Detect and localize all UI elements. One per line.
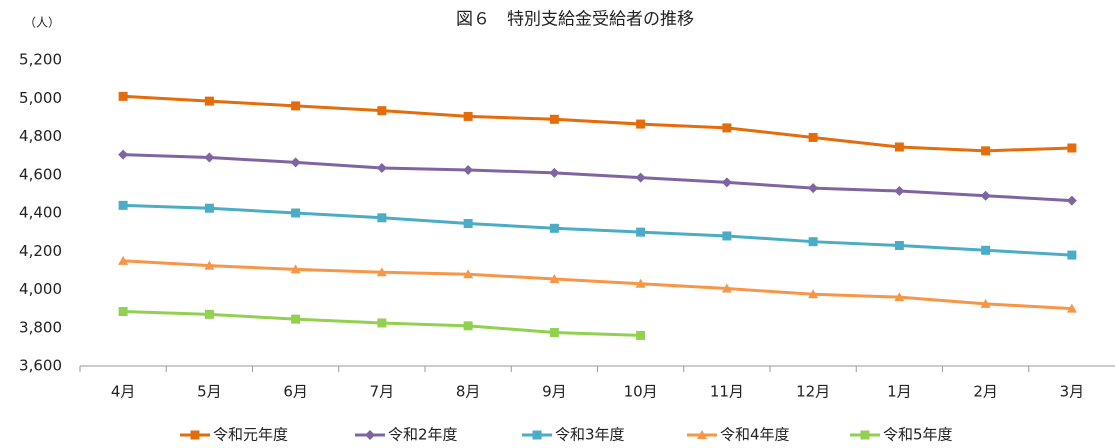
x-tick-label: 2月 — [973, 383, 998, 401]
marker — [894, 241, 904, 251]
marker — [376, 267, 387, 277]
marker — [118, 149, 129, 160]
series-line — [123, 94, 1072, 153]
marker — [118, 200, 128, 210]
x-tick-label: 1月 — [887, 383, 912, 401]
marker — [980, 190, 991, 201]
x-tick-label: 10月 — [624, 383, 658, 401]
x-tick-label: 9月 — [542, 383, 567, 401]
x-tick-label: 3月 — [1060, 383, 1085, 401]
marker — [980, 298, 991, 308]
x-tick-label: 8月 — [456, 383, 481, 401]
marker — [635, 278, 646, 288]
marker — [377, 213, 387, 223]
y-tick-label: 4,600 — [19, 165, 62, 183]
marker — [463, 219, 473, 229]
marker — [697, 430, 707, 439]
marker — [291, 101, 301, 111]
y-tick-label: 4,800 — [19, 127, 62, 145]
marker — [291, 208, 301, 218]
x-tick-label: 11月 — [710, 383, 744, 401]
y-tick-label: 4,000 — [19, 280, 62, 298]
marker — [549, 114, 559, 124]
marker — [290, 264, 301, 274]
marker — [532, 430, 542, 440]
marker — [981, 146, 991, 156]
marker — [636, 119, 646, 129]
marker — [635, 172, 646, 183]
legend-label: 令和4年度 — [720, 426, 790, 444]
marker — [1066, 195, 1077, 206]
x-tick-label: 7月 — [370, 383, 395, 401]
marker — [636, 227, 646, 237]
marker — [894, 292, 905, 302]
unit-label: （人） — [24, 16, 60, 30]
series-line — [123, 259, 1072, 311]
legend-label: 令和2年度 — [388, 426, 458, 444]
marker — [463, 321, 473, 331]
marker — [204, 152, 215, 163]
y-tick-label: 4,200 — [19, 242, 62, 260]
marker — [204, 260, 215, 270]
marker — [549, 273, 560, 283]
marker — [808, 132, 818, 142]
marker — [636, 330, 646, 340]
legend-label: 令和3年度 — [555, 426, 625, 444]
marker — [365, 430, 375, 440]
marker — [808, 289, 819, 299]
marker — [376, 163, 387, 174]
series-line — [123, 203, 1072, 257]
y-tick-label: 5,000 — [19, 89, 62, 107]
y-tick-label: 3,600 — [19, 357, 62, 375]
marker — [291, 314, 301, 324]
marker — [981, 245, 991, 255]
marker — [377, 318, 387, 328]
x-tick-label: 5月 — [197, 383, 222, 401]
marker — [808, 183, 819, 194]
marker — [1067, 143, 1077, 153]
marker — [860, 430, 870, 440]
marker — [118, 306, 128, 316]
legend-label: 令和元年度 — [213, 426, 288, 444]
marker — [118, 91, 128, 101]
marker — [463, 269, 474, 279]
marker — [894, 186, 905, 197]
chart-title: 図６ 特別支給金受給者の推移 — [456, 10, 694, 30]
x-tick-label: 4月 — [111, 383, 136, 401]
marker — [808, 237, 818, 247]
marker — [463, 164, 474, 175]
y-tick-label: 3,800 — [19, 318, 62, 336]
y-tick-label: 5,200 — [19, 51, 62, 69]
x-tick-label: 6月 — [283, 383, 308, 401]
marker — [204, 96, 214, 106]
marker — [722, 123, 732, 133]
marker — [190, 430, 200, 440]
marker — [290, 157, 301, 168]
marker — [722, 231, 732, 241]
marker — [118, 255, 129, 265]
marker — [549, 328, 559, 338]
marker — [1067, 250, 1077, 260]
legend-label: 令和5年度 — [883, 426, 953, 444]
marker — [894, 142, 904, 152]
marker — [377, 106, 387, 116]
x-tick-label: 12月 — [796, 383, 830, 401]
marker — [549, 223, 559, 233]
series-line — [123, 153, 1072, 203]
y-tick-label: 4,400 — [19, 204, 62, 222]
marker — [721, 283, 732, 293]
marker — [463, 111, 473, 121]
marker — [1066, 303, 1077, 313]
marker — [204, 203, 214, 213]
marker — [549, 167, 560, 178]
marker — [721, 177, 732, 188]
marker — [204, 309, 214, 319]
